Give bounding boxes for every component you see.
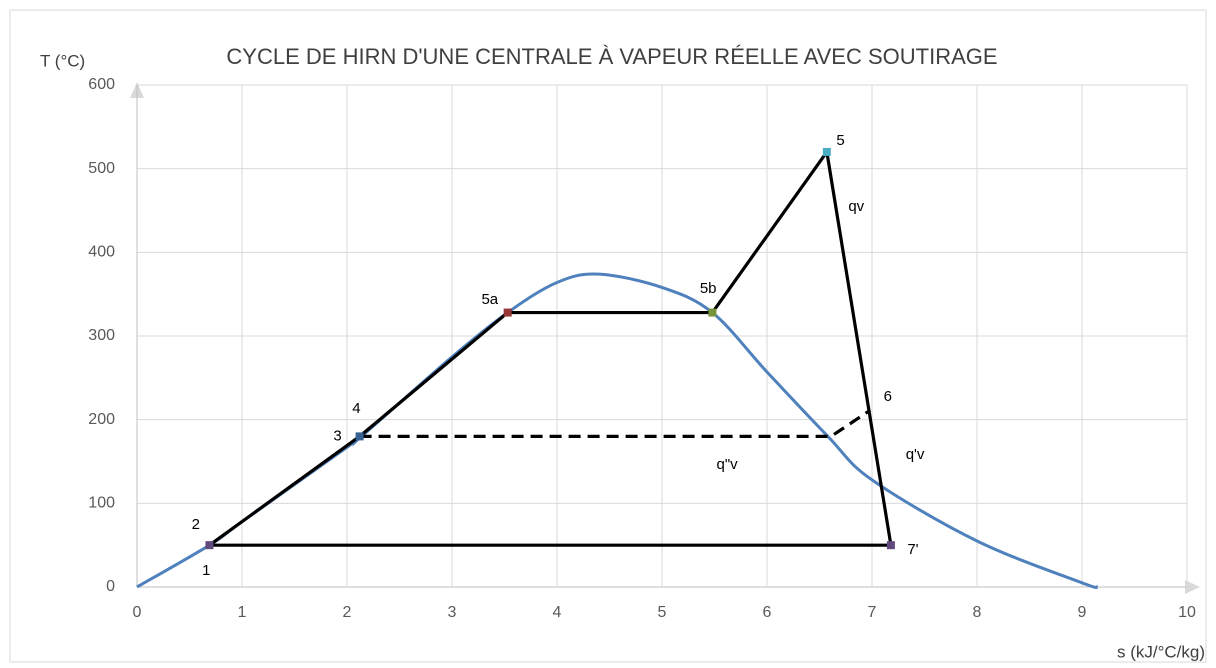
- x-tick-label: 6: [763, 604, 772, 621]
- annotation: 5: [836, 132, 844, 149]
- x-tick-label: 2: [343, 604, 352, 621]
- x-tick-label: 5: [658, 604, 667, 621]
- annotation: q'v: [906, 446, 925, 463]
- annotation: 3: [333, 427, 341, 444]
- x-tick-label: 4: [553, 604, 562, 621]
- x-tick-label: 0: [133, 604, 142, 621]
- x-tick-label: 1: [238, 604, 247, 621]
- x-tick-label: 8: [973, 604, 982, 621]
- annotation: q"v: [717, 456, 739, 473]
- point-marker: [355, 432, 364, 441]
- y-tick-label: 200: [88, 411, 115, 428]
- y-tick-label: 0: [106, 578, 115, 595]
- x-axis-arrow: [1185, 580, 1200, 594]
- x-tick-label: 9: [1078, 604, 1087, 621]
- y-tick-label: 400: [88, 244, 115, 261]
- y-tick-label: 500: [88, 160, 115, 177]
- x-tick-label: 3: [448, 604, 457, 621]
- y-tick-label: 300: [88, 327, 115, 344]
- chart-title: CYCLE DE HIRN D'UNE CENTRALE À VAPEUR RÉ…: [226, 44, 997, 69]
- point-marker: [886, 541, 895, 550]
- annotation: 5a: [481, 291, 498, 308]
- annotation: 7': [907, 541, 918, 558]
- y-tick-label: 600: [88, 76, 115, 93]
- annotation: 6: [884, 388, 892, 405]
- point-marker: [205, 541, 214, 550]
- annotation: 4: [352, 400, 360, 417]
- y-tick-label: 100: [88, 495, 115, 512]
- x-axis-label: s (kJ/°C/kg): [1117, 642, 1205, 661]
- y-axis-label: T (°C): [40, 51, 85, 70]
- point-marker: [503, 308, 512, 317]
- point-marker: [708, 308, 717, 317]
- annotation: 2: [192, 516, 200, 533]
- annotation: 5b: [700, 280, 717, 297]
- x-tick-label: 10: [1178, 604, 1196, 621]
- annotation: 1: [202, 562, 210, 579]
- x-tick-label: 7: [868, 604, 877, 621]
- point-marker: [822, 147, 831, 156]
- annotation: qv: [848, 198, 864, 215]
- cycle-line: [359, 409, 871, 438]
